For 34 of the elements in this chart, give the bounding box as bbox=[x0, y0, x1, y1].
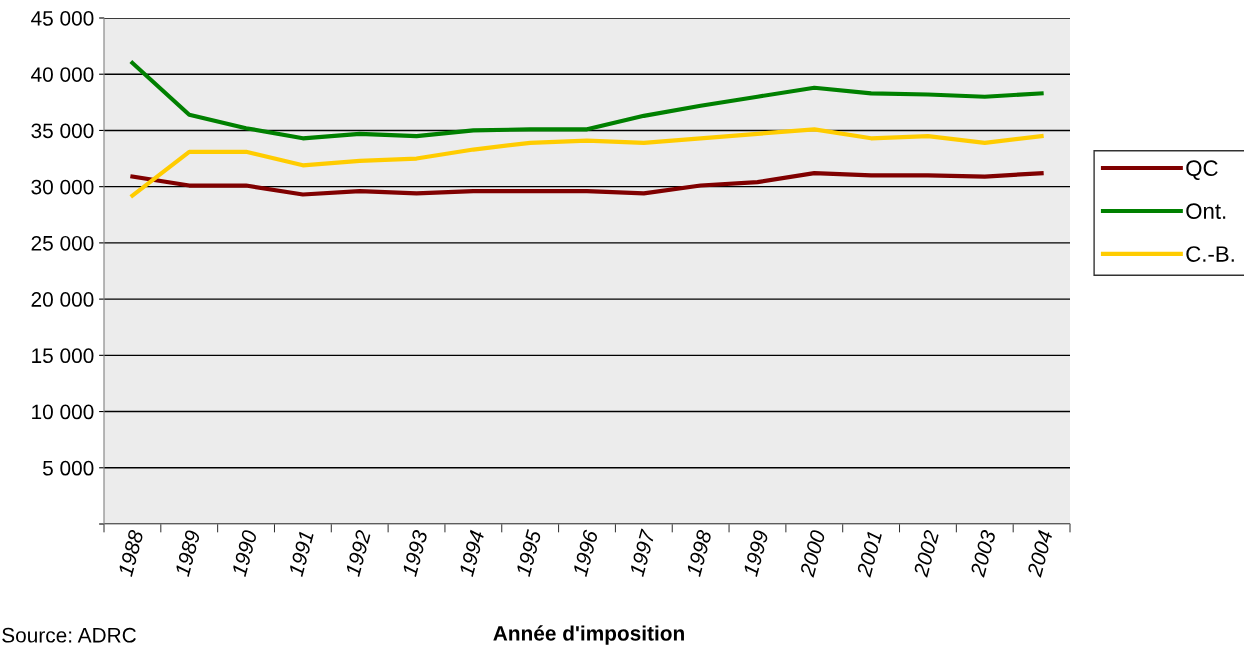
x-axis-title: Année d'imposition bbox=[493, 625, 684, 645]
y-tick-label: 10 000 bbox=[32, 404, 94, 420]
y-tick-label: 25 000 bbox=[31, 235, 94, 251]
x-tick-label: 2003 bbox=[969, 529, 997, 578]
x-tick-label: 1997 bbox=[629, 528, 656, 578]
source-note: Source: ADRC bbox=[2, 627, 136, 643]
x-tick-label: 2001 bbox=[856, 530, 883, 578]
x-tick-label: 1999 bbox=[742, 529, 769, 578]
y-tick-label: 35 000 bbox=[31, 123, 94, 139]
y-tick-label: 40 000 bbox=[31, 67, 94, 82]
legend-label: QC bbox=[1186, 160, 1218, 181]
y-tick-label: 5 000 bbox=[42, 460, 94, 476]
y-tick-label: 20 000 bbox=[31, 292, 94, 307]
x-tick-label: 1991 bbox=[288, 530, 314, 578]
x-tick-label: 2004 bbox=[1026, 529, 1053, 578]
x-tick-label: 2000 bbox=[799, 529, 826, 578]
line-series bbox=[130, 171, 1044, 197]
x-tick-label: 1998 bbox=[685, 529, 713, 578]
line-series bbox=[130, 127, 1044, 198]
legend-label: Ont. bbox=[1186, 203, 1226, 219]
x-tick-label: 1990 bbox=[231, 529, 258, 578]
x-tick-label: 1992 bbox=[345, 529, 372, 578]
legend-label: C.-B. bbox=[1186, 246, 1234, 262]
x-tick-label: 1996 bbox=[572, 529, 599, 578]
y-tick-label: 15 000 bbox=[32, 348, 94, 364]
x-tick-label: 1995 bbox=[515, 528, 542, 578]
x-tick-label: 1994 bbox=[458, 529, 485, 578]
y-tick-label: 45 000 bbox=[31, 11, 94, 26]
line-series bbox=[130, 60, 1044, 141]
x-tick-label: 1993 bbox=[401, 529, 428, 578]
y-tick-label: 30 000 bbox=[31, 179, 94, 195]
x-tick-label: 1989 bbox=[174, 529, 201, 578]
x-tick-label: 1988 bbox=[117, 529, 144, 578]
x-tick-label: 2002 bbox=[913, 529, 940, 578]
